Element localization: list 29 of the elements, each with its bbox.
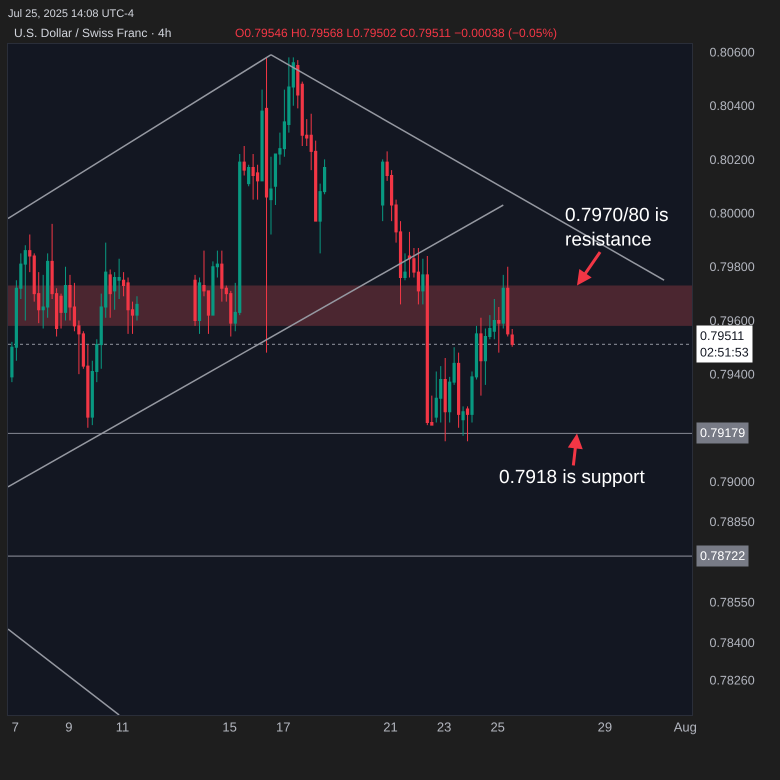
x-tick-label: 23: [436, 720, 452, 735]
y-tick-label: 0.78550: [710, 596, 755, 610]
y-tick-label: 0.80400: [710, 99, 755, 114]
y-tick-label: 0.79800: [710, 260, 755, 274]
x-tick-label: 15: [222, 720, 237, 735]
x-tick-label: 29: [598, 720, 612, 735]
y-tick-label: 0.78850: [710, 515, 755, 530]
x-tick-label: 21: [383, 720, 398, 735]
ref-line-label: 0.79179: [700, 426, 746, 440]
y-tick-label: 0.80000: [710, 206, 755, 220]
chart-title: Jul 25, 2025 14:08 UTC-4: [8, 8, 134, 20]
y-tick-label: 0.79400: [710, 368, 755, 382]
x-tick-label: 9: [65, 720, 72, 735]
x-tick-label: 25: [490, 720, 505, 735]
annotation: 0.7918 is support: [499, 467, 646, 488]
chart-subtitle: U.S. Dollar / Swiss Franc · 4h: [14, 26, 172, 40]
y-tick-label: 0.78260: [710, 673, 755, 688]
x-tick-label: 17: [276, 720, 291, 735]
x-tick-label: 7: [12, 720, 19, 735]
ref-line-label: 0.78722: [700, 549, 746, 563]
x-tick-label: Aug: [674, 720, 697, 735]
x-tick-label: 11: [116, 720, 130, 735]
y-tick-label: 0.79000: [710, 474, 755, 489]
y-tick-label: 0.80200: [710, 152, 755, 167]
y-tick-label: 0.79600: [710, 314, 755, 328]
y-tick-label: 0.80600: [710, 45, 755, 60]
ref-line-label: 0.79511 02:51:53: [700, 329, 749, 360]
text: O0.79546 H0.79568 L0.79502 C0.79511 −0.00038 (−0.05%): [235, 26, 558, 40]
y-tick-label: 0.78400: [710, 636, 755, 650]
